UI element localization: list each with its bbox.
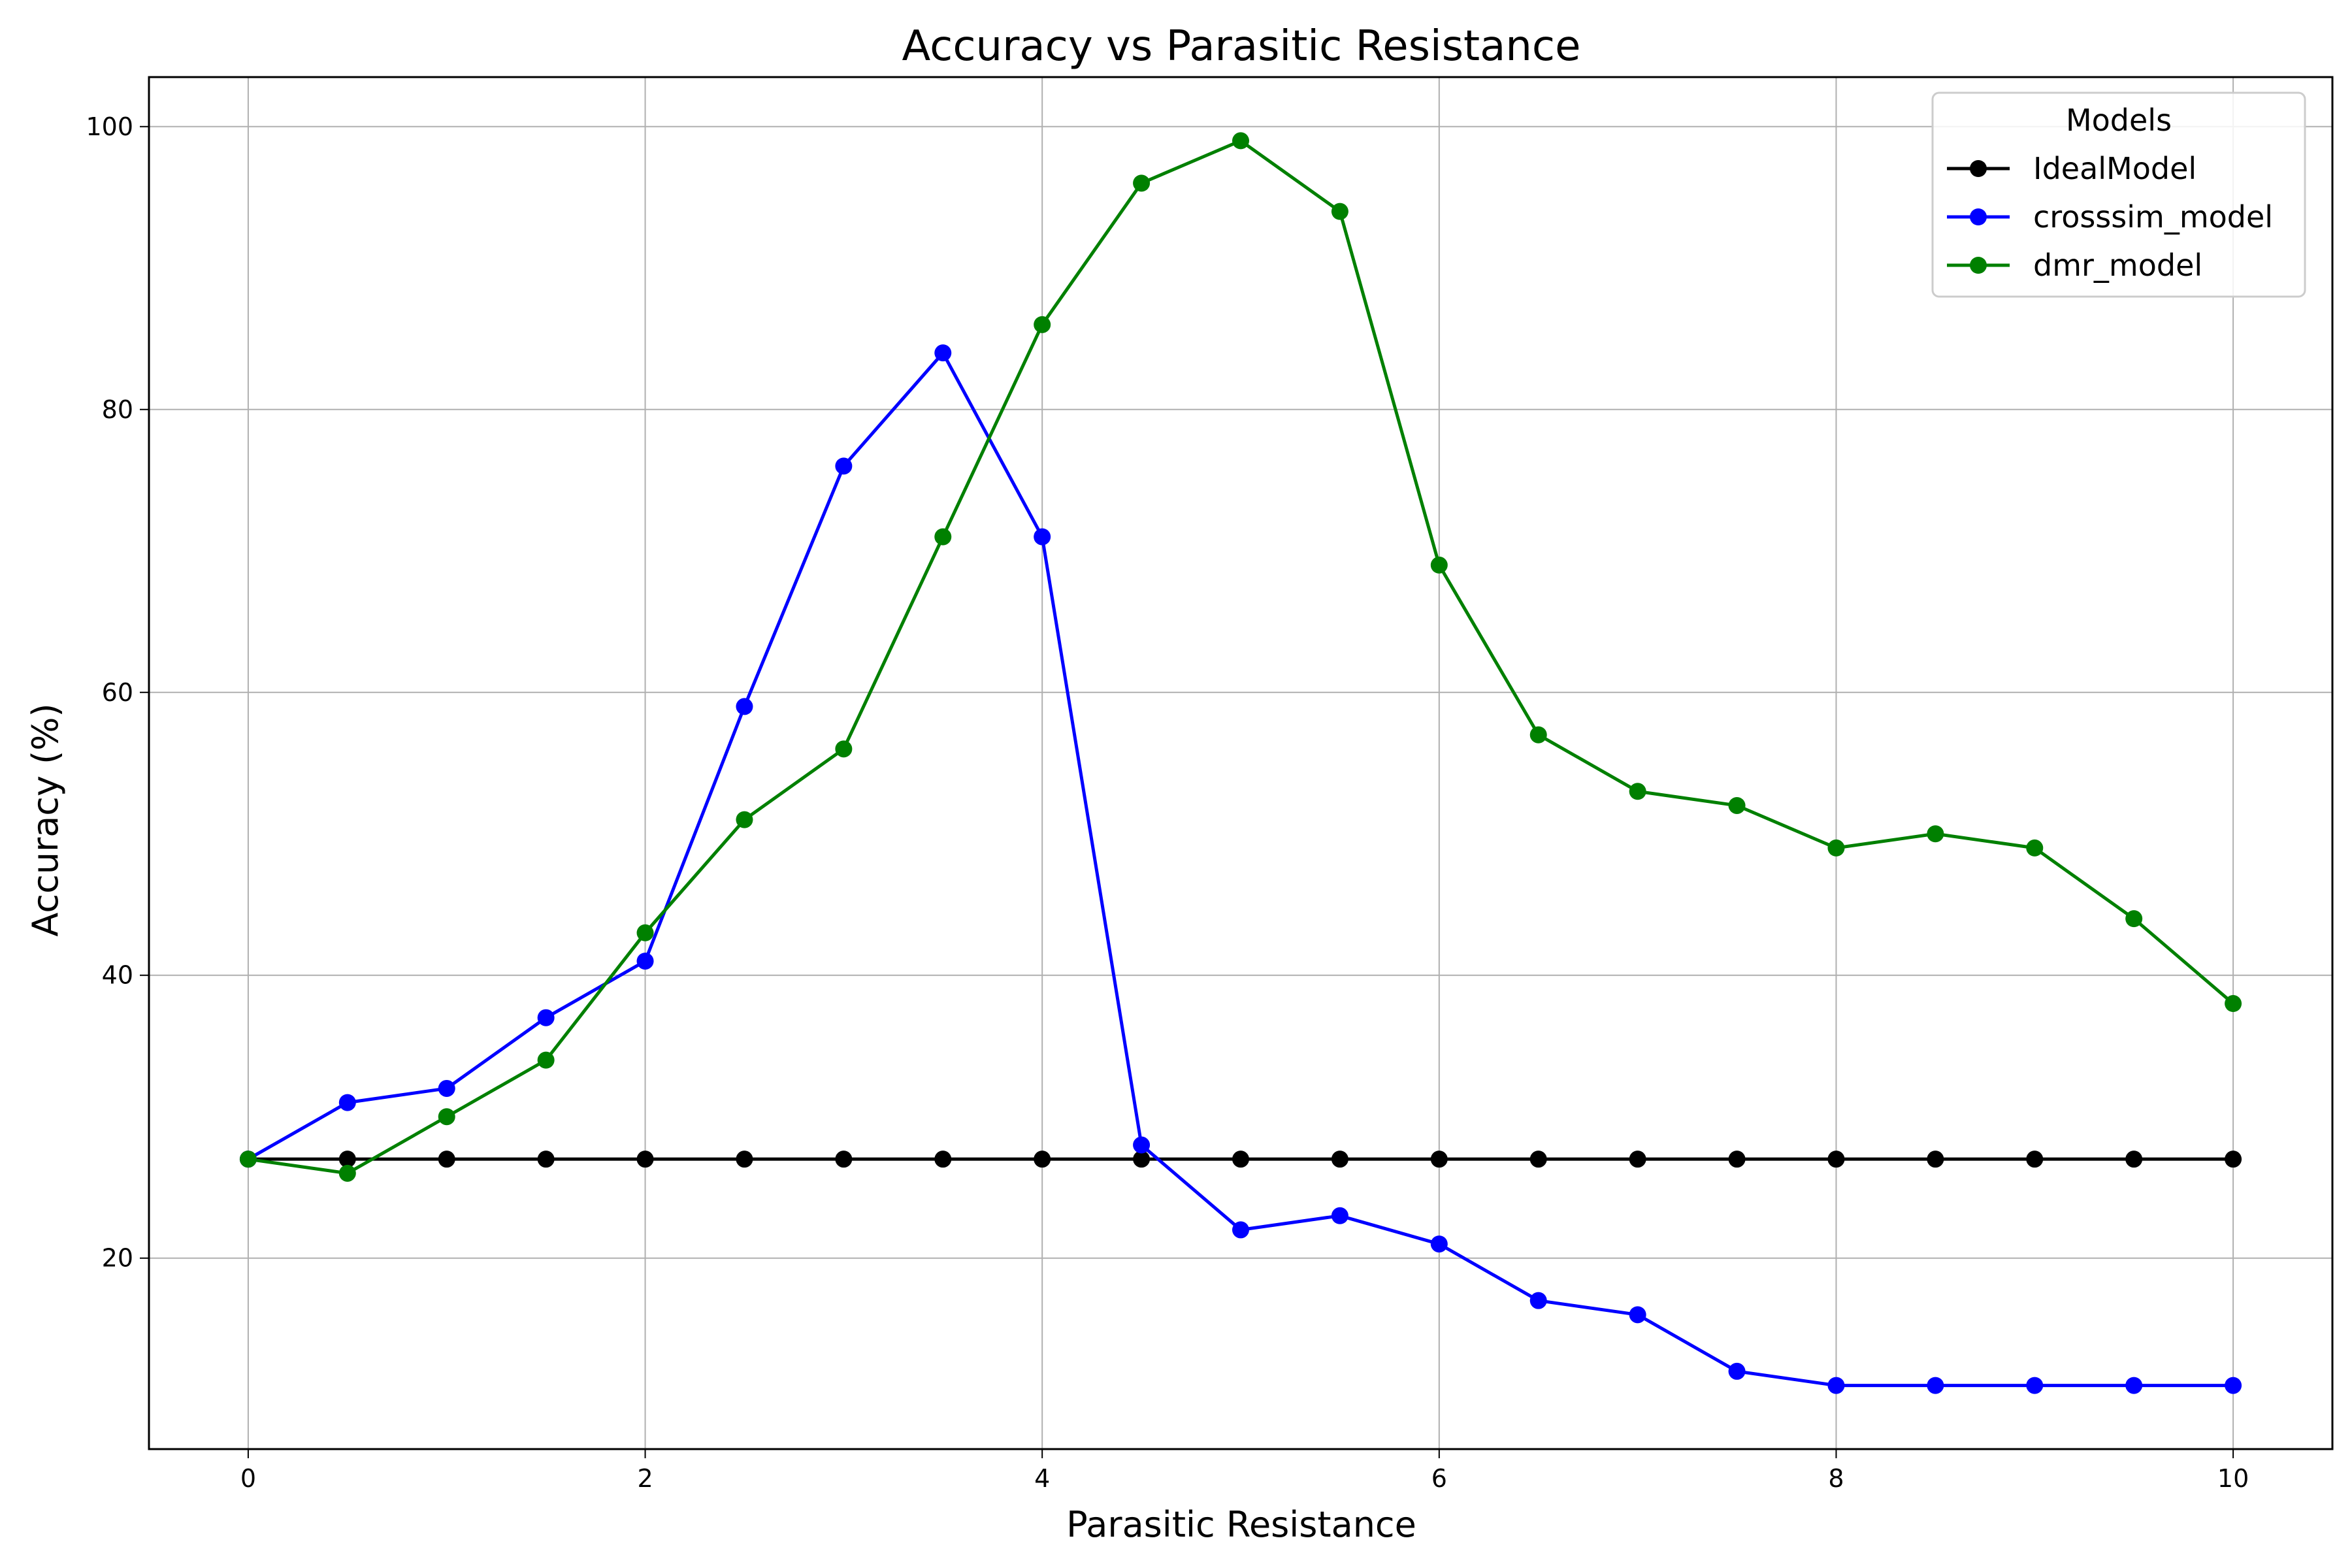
x-tick-label: 8 xyxy=(1828,1464,1844,1493)
y-axis-label: Accuracy (%) xyxy=(25,703,66,936)
data-point-crosssim_model xyxy=(2026,1377,2044,1394)
data-point-crosssim_model xyxy=(1430,1235,1448,1253)
data-point-dmr_model xyxy=(636,924,654,941)
x-tick-label: 6 xyxy=(1431,1464,1447,1493)
legend-box xyxy=(1931,91,2306,298)
legend-label-IdealModel: IdealModel xyxy=(2033,151,2197,186)
data-point-dmr_model xyxy=(537,1051,555,1069)
data-point-dmr_model xyxy=(736,811,753,828)
data-point-crosssim_model xyxy=(934,344,952,362)
legend: Models IdealModel crosssim_model dmr_model xyxy=(1931,91,2306,298)
data-point-IdealModel xyxy=(636,1151,654,1168)
data-point-crosssim_model xyxy=(1529,1292,1547,1309)
data-point-dmr_model xyxy=(1827,839,1845,857)
data-point-IdealModel xyxy=(1133,1151,1151,1168)
data-point-crosssim_model xyxy=(1927,1377,1944,1394)
data-point-dmr_model xyxy=(2225,995,2242,1013)
data-point-IdealModel xyxy=(1232,1151,1249,1168)
data-point-dmr_model xyxy=(2125,910,2143,928)
data-point-dmr_model xyxy=(1629,783,1646,800)
legend-title: Models xyxy=(2066,103,2172,138)
data-point-IdealModel xyxy=(2125,1151,2143,1168)
data-point-IdealModel xyxy=(1927,1151,1944,1168)
series-lines xyxy=(247,139,2234,1388)
y-tick-label: 100 xyxy=(86,112,133,141)
y-tick-label: 60 xyxy=(102,678,133,707)
data-point-IdealModel xyxy=(1331,1151,1348,1168)
y-axis-ticks: 20 40 60 80 100 xyxy=(86,112,149,1273)
data-point-crosssim_model xyxy=(338,1094,356,1111)
x-tick-label: 4 xyxy=(1034,1464,1050,1493)
data-point-dmr_model xyxy=(1728,796,1746,814)
data-point-crosssim_model xyxy=(1232,1221,1249,1239)
legend-entries: IdealModel crosssim_model dmr_model xyxy=(1947,151,2273,283)
data-point-crosssim_model xyxy=(736,698,753,715)
data-point-dmr_model xyxy=(438,1108,455,1126)
data-point-crosssim_model xyxy=(438,1079,455,1097)
x-tick-label: 0 xyxy=(240,1464,256,1493)
data-point-IdealModel xyxy=(338,1151,356,1168)
series-points xyxy=(239,132,2242,1394)
data-point-dmr_model xyxy=(1927,825,1944,843)
x-axis-ticks: 0 2 4 6 8 10 xyxy=(240,1449,2249,1493)
y-tick-label: 20 xyxy=(102,1244,133,1273)
data-point-IdealModel xyxy=(1430,1151,1448,1168)
data-point-IdealModel xyxy=(1529,1151,1547,1168)
data-point-crosssim_model xyxy=(835,457,853,475)
data-point-crosssim_model xyxy=(1629,1306,1646,1324)
chart-title: Accuracy vs Parasitic Resistance xyxy=(902,22,1581,71)
data-point-crosssim_model xyxy=(636,953,654,970)
data-point-IdealModel xyxy=(1827,1151,1845,1168)
data-point-dmr_model xyxy=(835,740,853,758)
data-point-crosssim_model xyxy=(1827,1377,1845,1394)
y-tick-label: 80 xyxy=(102,395,133,424)
data-point-IdealModel xyxy=(1034,1151,1051,1168)
x-tick-label: 10 xyxy=(2217,1464,2249,1493)
data-point-crosssim_model xyxy=(1728,1362,1746,1380)
data-point-dmr_model xyxy=(2026,839,2044,857)
data-point-crosssim_model xyxy=(1331,1207,1348,1224)
data-point-crosssim_model xyxy=(537,1009,555,1026)
legend-label-dmr_model: dmr_model xyxy=(2033,248,2202,283)
data-point-crosssim_model xyxy=(2125,1377,2143,1394)
data-point-IdealModel xyxy=(438,1151,455,1168)
data-point-IdealModel xyxy=(1629,1151,1646,1168)
data-point-crosssim_model xyxy=(1034,528,1051,546)
data-point-dmr_model xyxy=(1232,132,1249,150)
plot-frame xyxy=(148,76,2334,1450)
grid-lines xyxy=(149,77,2332,1449)
data-point-dmr_model xyxy=(1331,203,1348,220)
y-tick-label: 40 xyxy=(102,961,133,990)
legend-marker-dmr_model xyxy=(1970,257,1987,274)
legend-marker-crosssim_model xyxy=(1970,208,1987,225)
data-point-IdealModel xyxy=(835,1151,853,1168)
data-point-IdealModel xyxy=(537,1151,555,1168)
data-point-IdealModel xyxy=(1728,1151,1746,1168)
data-point-dmr_model xyxy=(338,1164,356,1182)
data-point-dmr_model xyxy=(1430,556,1448,574)
data-point-IdealModel xyxy=(2225,1151,2242,1168)
data-point-crosssim_model xyxy=(2225,1377,2242,1394)
data-point-IdealModel xyxy=(934,1151,952,1168)
data-point-dmr_model xyxy=(1529,726,1547,743)
data-point-dmr_model xyxy=(1133,174,1151,192)
data-point-IdealModel xyxy=(2026,1151,2044,1168)
x-axis-label: Parasitic Resistance xyxy=(1066,1504,1416,1545)
x-tick-label: 2 xyxy=(637,1464,653,1493)
data-point-crosssim_model xyxy=(1133,1136,1151,1154)
data-point-dmr_model xyxy=(1034,316,1051,333)
data-point-dmr_model xyxy=(239,1151,257,1168)
legend-label-crosssim_model: crosssim_model xyxy=(2033,199,2273,235)
data-point-dmr_model xyxy=(934,528,952,546)
legend-marker-IdealModel xyxy=(1970,160,1987,177)
data-point-IdealModel xyxy=(736,1151,753,1168)
